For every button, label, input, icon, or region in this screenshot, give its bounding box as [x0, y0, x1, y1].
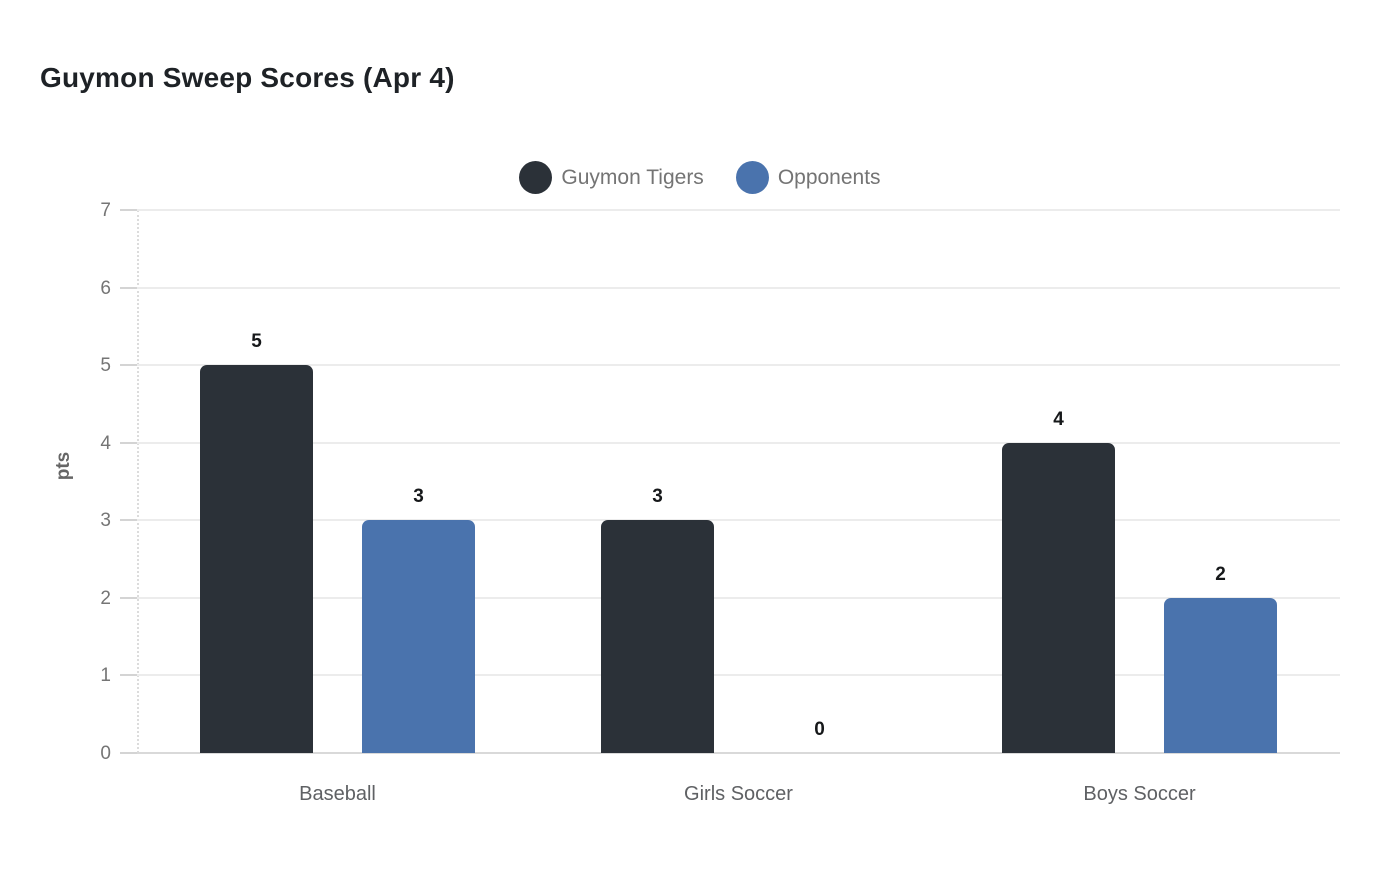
legend-label-guymon-tigers: Guymon Tigers [561, 165, 704, 189]
y-tick-mark-1 [120, 674, 137, 677]
bar-value-label-guymon-tigers-baseball: 5 [251, 331, 262, 353]
y-axis-title: pts [53, 451, 74, 481]
gridline-4 [137, 441, 1340, 444]
bar-opponents-boys-soccer [1164, 597, 1277, 753]
gridline-2 [137, 596, 1340, 599]
bar-guymon-tigers-baseball [200, 365, 313, 753]
y-tick-mark-3 [120, 519, 137, 522]
bar-value-label-opponents-girls-soccer: 0 [814, 719, 825, 740]
bar-opponents-baseball [362, 520, 475, 753]
y-tick-label-0: 0 [100, 743, 111, 764]
gridline-0 [137, 752, 1340, 754]
gridline-1 [137, 674, 1340, 677]
bar-value-label-guymon-tigers-girls-soccer: 3 [652, 486, 663, 508]
y-tick-mark-7 [120, 209, 137, 211]
y-axis-line [137, 210, 139, 753]
bar-value-label-guymon-tigers-boys-soccer: 4 [1053, 408, 1064, 430]
legend-label-opponents: Opponents [777, 165, 881, 189]
gridline-6 [137, 286, 1340, 289]
bar-value-label-opponents-baseball: 3 [413, 486, 424, 508]
bar-guymon-tigers-boys-soccer [1002, 442, 1115, 753]
y-tick-label-3: 3 [100, 510, 111, 532]
gridline-7 [137, 209, 1340, 211]
y-tick-label-1: 1 [100, 665, 111, 687]
legend-swatch-opponents [735, 161, 769, 194]
y-tick-mark-6 [120, 286, 137, 289]
legend-item-guymon-tigers: Guymon Tigers [519, 161, 704, 194]
y-tick-label-2: 2 [100, 587, 111, 609]
y-tick-mark-4 [120, 441, 137, 444]
x-category-label-boys-soccer: Boys Soccer [1083, 783, 1196, 805]
legend-item-opponents: Opponents [735, 161, 881, 194]
y-tick-mark-0 [120, 752, 137, 754]
legend-swatch-guymon-tigers [519, 161, 553, 194]
y-tick-label-7: 7 [100, 200, 111, 221]
bar-guymon-tigers-girls-soccer [601, 520, 714, 753]
gridline-3 [137, 519, 1340, 522]
x-category-label-baseball: Baseball [299, 783, 376, 805]
y-tick-label-4: 4 [100, 432, 111, 454]
y-tick-label-5: 5 [100, 355, 111, 377]
y-tick-label-6: 6 [100, 277, 111, 299]
chart-title: Guymon Sweep Scores (Apr 4) [40, 62, 455, 93]
plot-area: 0 1 2 3 4 5 6 7 5 3 4 3 0 2 Baseball Girls Soccer Boys S… [100, 201, 1340, 805]
legend: Guymon Tigers Opponents [0, 161, 1400, 194]
y-tick-mark-5 [120, 364, 137, 367]
gridline-5 [137, 364, 1340, 367]
y-tick-mark-2 [120, 596, 137, 599]
x-category-label-girls-soccer: Girls Soccer [684, 783, 793, 805]
bar-value-label-opponents-boys-soccer: 2 [1215, 563, 1226, 585]
